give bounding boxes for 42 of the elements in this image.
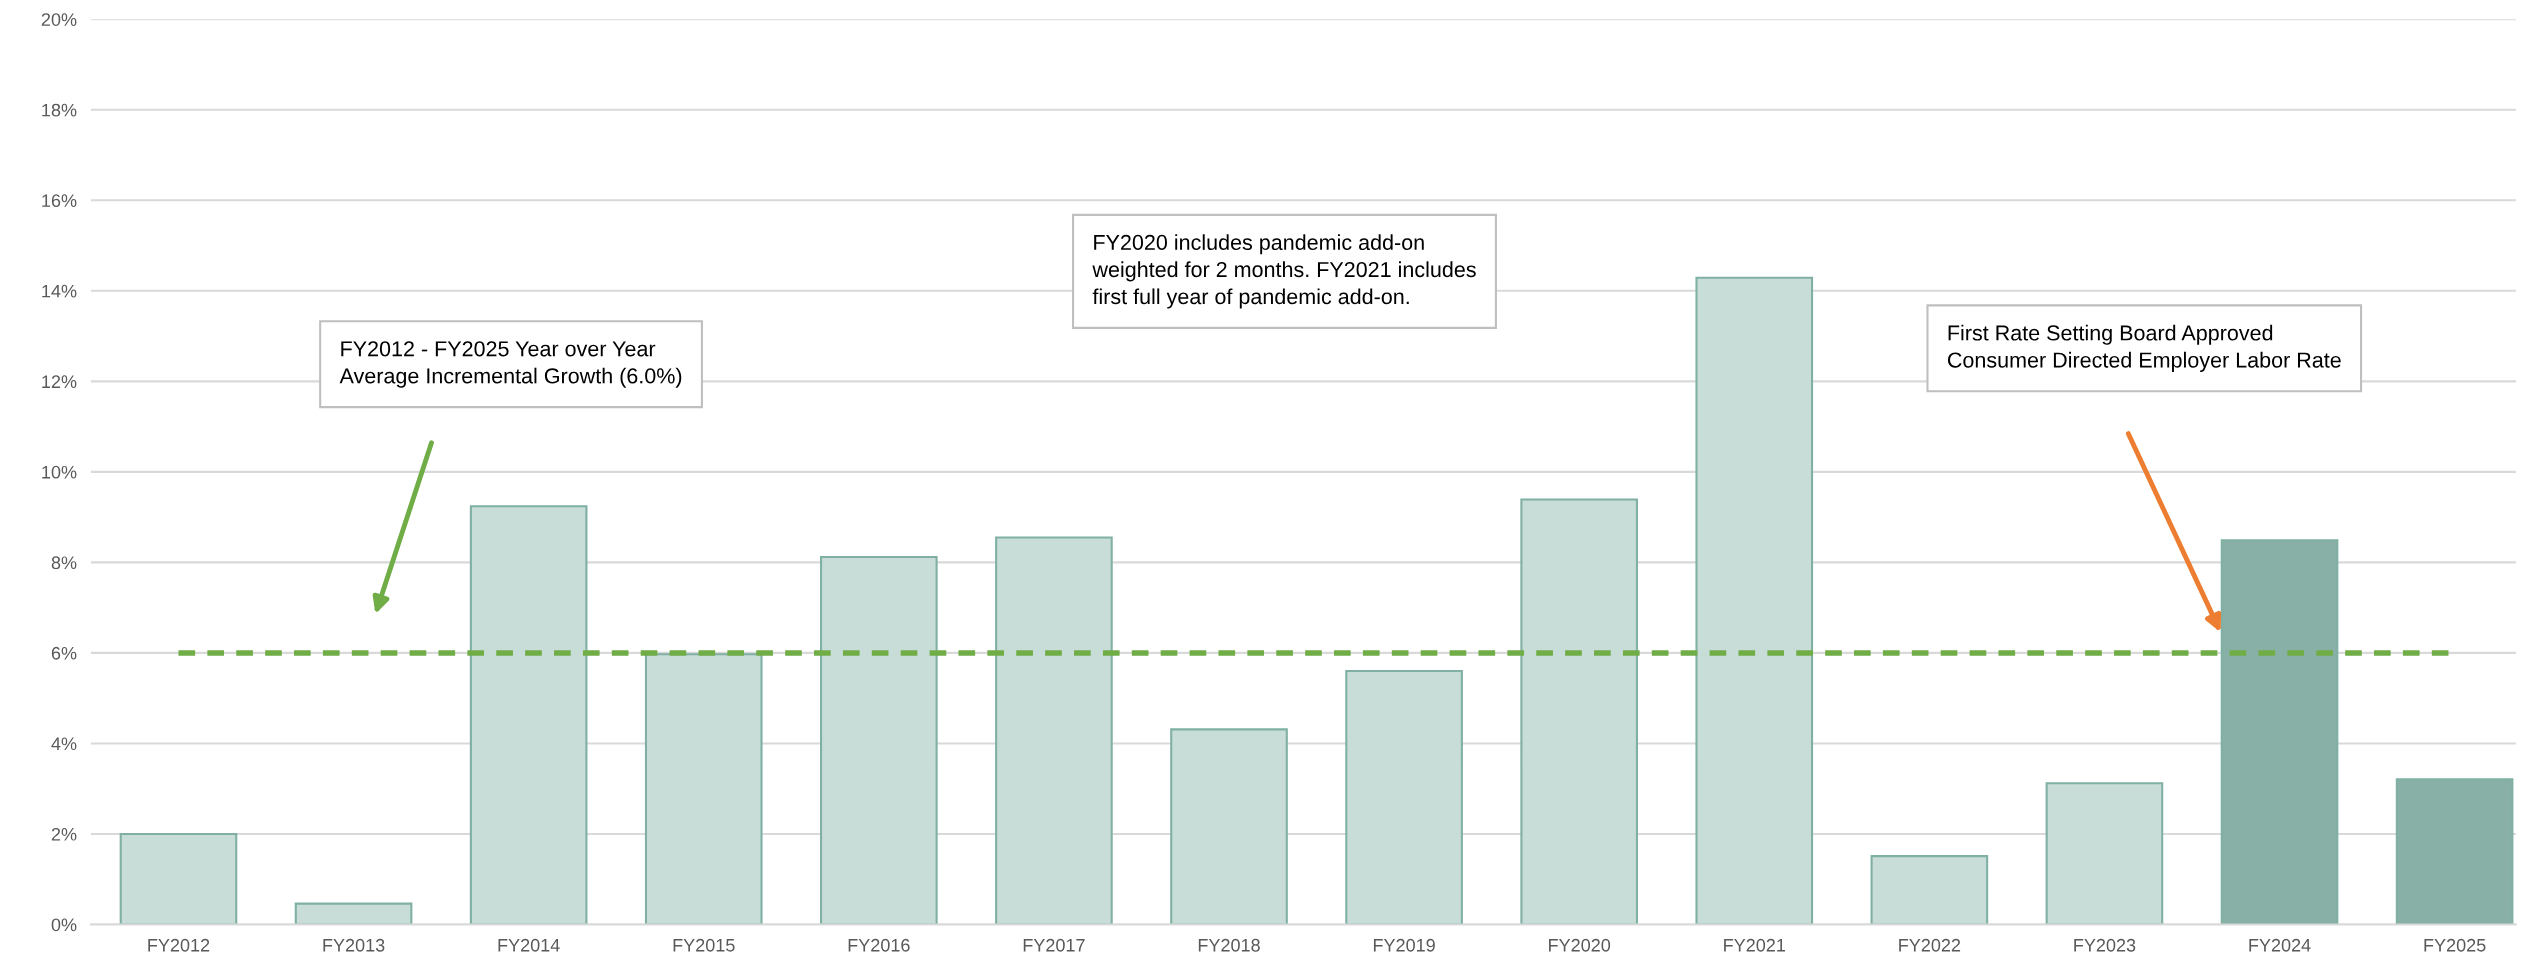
annotation: First Rate Setting Board Approved Consumer Directed Employer Labor Rate bbox=[1947, 324, 2341, 372]
x-tick-label: FY2024 bbox=[2249, 938, 2311, 952]
bar bbox=[1870, 855, 1989, 925]
x-tick-label: FY2021 bbox=[1724, 938, 1786, 952]
y-tick-label: 4% bbox=[51, 737, 77, 751]
bar bbox=[1345, 669, 1463, 925]
bar bbox=[2395, 778, 2514, 925]
x-tick-label: FY2017 bbox=[1023, 938, 1085, 952]
bar bbox=[469, 505, 588, 925]
bar bbox=[2045, 782, 2164, 925]
y-tick-label: 14% bbox=[42, 284, 77, 298]
bar bbox=[995, 536, 1113, 925]
bar bbox=[1170, 728, 1288, 925]
y-tick-label: 18% bbox=[42, 103, 77, 117]
x-tick-label: FY2020 bbox=[1549, 938, 1611, 952]
x-tick-label: FY2016 bbox=[848, 938, 910, 952]
y-tick-label: 8% bbox=[51, 556, 77, 570]
bar bbox=[119, 832, 238, 925]
y-tick-label: 6% bbox=[51, 646, 77, 660]
y-tick-label: 20% bbox=[41, 13, 77, 26]
x-tick-label: FY2014 bbox=[498, 938, 560, 952]
bar bbox=[1520, 498, 1638, 925]
x-tick-label: FY2018 bbox=[1198, 938, 1260, 952]
y-tick-label: 10% bbox=[42, 465, 77, 479]
y-tick-label: 2% bbox=[51, 827, 77, 841]
x-tick-label: FY2019 bbox=[1373, 938, 1435, 952]
y-tick-label: 0% bbox=[51, 918, 77, 932]
bar bbox=[644, 653, 763, 925]
x-tick-label: FY2015 bbox=[673, 938, 735, 952]
x-tick-label: FY2013 bbox=[323, 938, 385, 952]
x-tick-label: FY2012 bbox=[148, 938, 210, 952]
x-tick-label: FY2022 bbox=[1899, 938, 1961, 952]
annotation: FY2020 includes pandemic add-on weighted for 2 months. FY2021 includes first full year of pandemic add-on. bbox=[1092, 234, 1476, 309]
y-tick-label: 16% bbox=[42, 194, 77, 208]
x-tick-label: FY2025 bbox=[2424, 938, 2486, 952]
bar bbox=[820, 555, 938, 925]
annotation: FY2012 - FY2025 Year over Year Average Incremental Growth (6.0%) bbox=[339, 341, 682, 388]
y-tick-label: 12% bbox=[42, 375, 77, 388]
bar bbox=[294, 902, 413, 925]
bar bbox=[1695, 276, 1814, 925]
x-tick-label: FY2023 bbox=[2074, 938, 2136, 952]
bar bbox=[2220, 539, 2339, 925]
